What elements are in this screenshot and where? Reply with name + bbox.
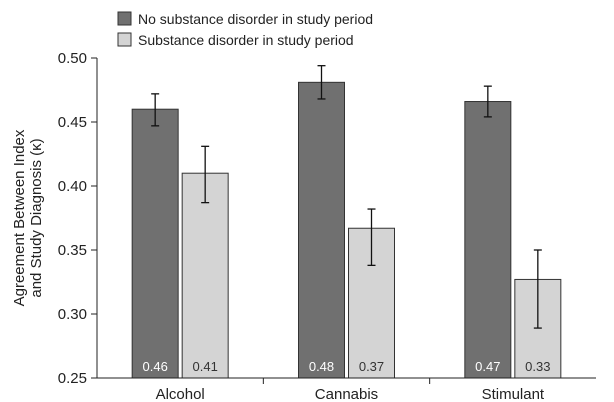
value-label-cannabis-series-2: 0.37 [359,359,384,374]
x-axis-labels: Alcohol Cannabis Stimulant [156,378,545,402]
y-tick-label: 0.30 [58,306,87,323]
y-axis-title-line-2: and Study Diagnosis (κ) [28,138,45,297]
legend-label-series-2: Substance disorder in study period [138,32,354,48]
y-axis-title: Agreement Between Index and Study Diagno… [11,129,45,306]
value-label-stimulant-series-1: 0.47 [475,359,500,374]
bar-alcohol-series-1 [131,108,179,379]
legend-swatch-series-2 [117,32,132,47]
bar-alcohol-series-2 [181,172,229,379]
y-axis-ticks: 0.25 0.30 0.35 0.40 0.45 0.50 [58,50,97,387]
y-tick-label: 0.50 [58,50,87,67]
x-category-label-stimulant: Stimulant [482,386,545,402]
bar-cannabis-series-1 [298,81,345,379]
value-labels-group: 0.46 0.41 0.48 0.37 0.47 0.33 [143,359,551,374]
x-category-label-alcohol: Alcohol [156,386,205,402]
y-axis-title-line-1: Agreement Between Index [11,129,28,306]
y-tick-label: 0.35 [58,242,87,259]
value-label-cannabis-series-1: 0.48 [309,359,334,374]
error-bars-group [151,65,542,329]
y-tick-label: 0.40 [58,178,87,195]
value-label-stimulant-series-2: 0.33 [525,359,550,374]
x-category-label-cannabis: Cannabis [315,386,378,402]
y-tick-label: 0.25 [58,370,87,387]
value-label-alcohol-series-2: 0.41 [193,359,218,374]
y-tick-label: 0.45 [58,114,87,131]
bar-stimulant-series-1 [464,101,512,379]
legend-swatch-series-1 [117,11,132,26]
legend: No substance disorder in study period Su… [117,11,373,48]
value-label-alcohol-series-1: 0.46 [143,359,168,374]
bars-group [131,81,562,379]
legend-label-series-1: No substance disorder in study period [138,11,373,27]
